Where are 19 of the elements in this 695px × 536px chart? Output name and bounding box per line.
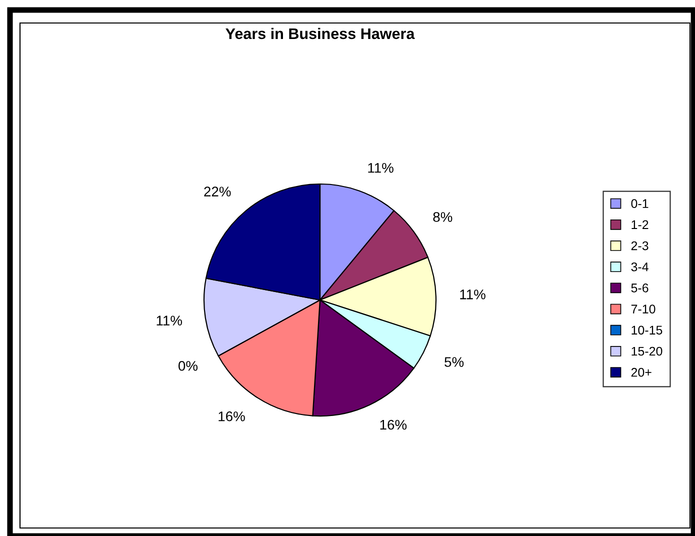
legend-label: 2-3	[631, 241, 648, 250]
legend-label: 3-4	[631, 262, 648, 272]
legend-label: 1-2	[632, 220, 648, 229]
legend-label: 7-10	[631, 304, 656, 314]
data-label: 16%	[218, 411, 245, 422]
legend-label: 15-20	[632, 346, 662, 356]
legend-label: 20+	[631, 368, 652, 377]
legend-label: 10-15	[632, 326, 662, 335]
data-label: 11%	[460, 290, 486, 300]
legend-label: 5-6	[631, 284, 648, 292]
data-label: 11%	[156, 316, 182, 326]
data-label: 8%	[433, 212, 452, 222]
chart-title: Years in Business Hawera	[226, 28, 415, 40]
legend-label: 0-1	[631, 199, 648, 208]
data-label: 11%	[368, 162, 394, 173]
text: 0%	[178, 360, 198, 371]
data-label: 16%	[380, 420, 407, 430]
data-label: 5%	[444, 357, 464, 367]
data-label: 22%	[204, 186, 231, 196]
